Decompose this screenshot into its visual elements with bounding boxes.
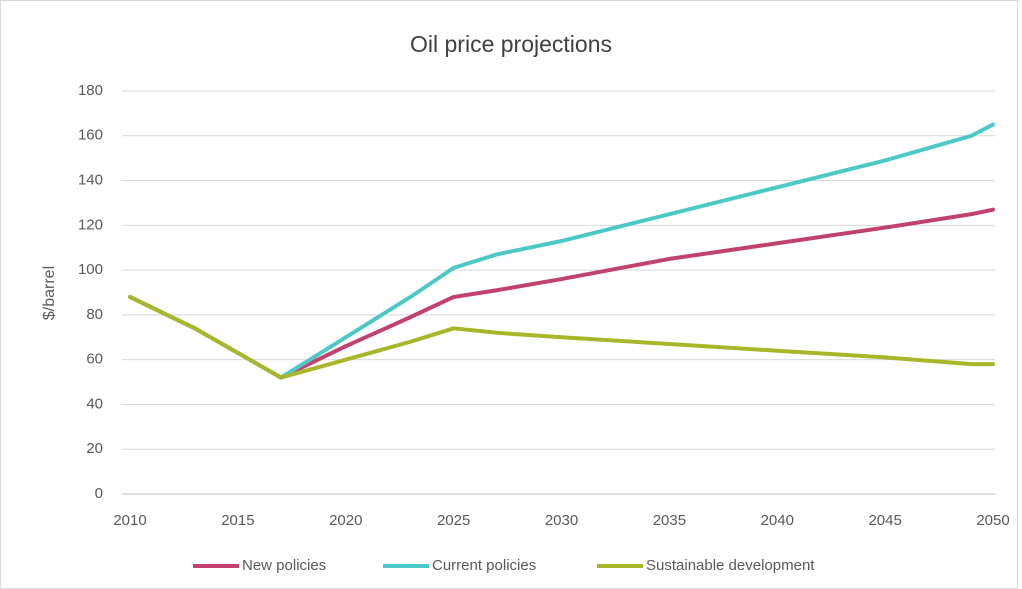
y-tick-label: 160 — [78, 127, 103, 144]
legend-label: Current policies — [432, 557, 536, 574]
legend-label: Sustainable development — [646, 557, 815, 574]
y-tick-label: 40 — [86, 395, 103, 412]
chart-title: Oil price projections — [410, 31, 612, 57]
x-tick-label: 2015 — [221, 512, 254, 529]
x-tick-label: 2030 — [545, 512, 578, 529]
series-line — [128, 294, 995, 380]
y-tick-label: 140 — [78, 172, 103, 189]
x-tick-label: 2020 — [329, 512, 362, 529]
y-tick-label: 60 — [86, 351, 103, 368]
x-tick-label: 2035 — [653, 512, 686, 529]
y-tick-label: 0 — [95, 485, 103, 502]
x-tick-label: 2010 — [113, 512, 146, 529]
x-tick-label: 2025 — [437, 512, 470, 529]
y-tick-label: 120 — [78, 216, 103, 233]
legend-label: New policies — [242, 557, 326, 574]
x-tick-label: 2050 — [976, 512, 1009, 529]
x-tick-label: 2045 — [868, 512, 901, 529]
y-tick-label: 180 — [78, 82, 103, 99]
y-tick-label: 80 — [86, 306, 103, 323]
y-axis-label: $/barrel — [41, 266, 58, 320]
y-tick-label: 20 — [86, 440, 103, 457]
x-tick-label: 2040 — [761, 512, 794, 529]
y-tick-label: 100 — [78, 261, 103, 278]
